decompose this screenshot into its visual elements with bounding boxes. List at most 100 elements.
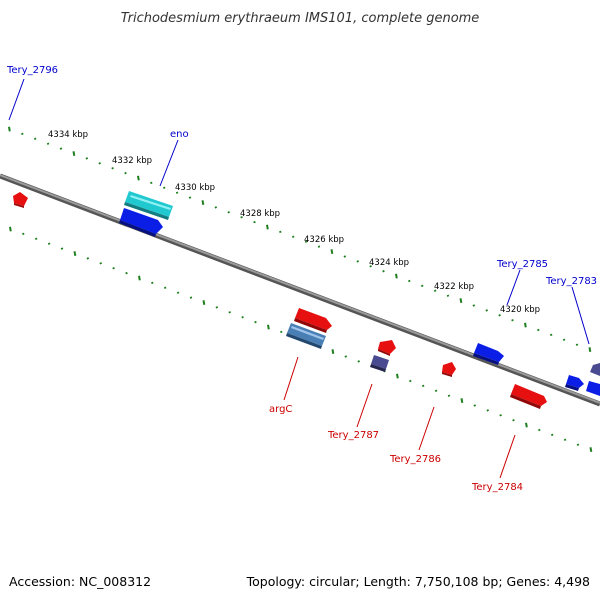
minor-tick bbox=[85, 157, 89, 160]
gene-label-argC[interactable]: argC bbox=[269, 404, 292, 415]
gene-label-Tery_2783[interactable]: Tery_2783 bbox=[545, 276, 597, 287]
minor-tick bbox=[60, 247, 64, 250]
gene-feature-Tery_2786[interactable] bbox=[442, 362, 456, 377]
scale-label: 4330 kbp bbox=[175, 183, 215, 193]
major-tick bbox=[460, 398, 464, 403]
major-tick bbox=[8, 126, 11, 132]
minor-tick bbox=[176, 291, 180, 294]
label-leader bbox=[571, 286, 590, 345]
major-tick bbox=[330, 249, 334, 254]
minor-tick bbox=[499, 414, 502, 417]
gene-label-Tery_2785[interactable]: Tery_2785 bbox=[496, 259, 548, 270]
major-tick bbox=[396, 373, 399, 379]
gene-feature[interactable] bbox=[13, 192, 28, 208]
label-leader bbox=[283, 356, 299, 401]
minor-tick bbox=[433, 289, 437, 293]
gene-feature[interactable] bbox=[378, 340, 396, 356]
forward-tick-row bbox=[8, 126, 592, 352]
minor-tick bbox=[537, 328, 540, 332]
gene-feature-Tery_2784[interactable] bbox=[510, 384, 547, 409]
reverse-gene-labels: argC Tery_2787 Tery_2786 Tery_2784 bbox=[269, 356, 523, 493]
minor-tick bbox=[150, 181, 153, 185]
major-tick bbox=[201, 200, 205, 205]
gene-feature-argC[interactable] bbox=[286, 323, 326, 349]
topology-text: Topology: circular; Length: 7,750,108 bp… bbox=[246, 574, 590, 589]
minor-tick bbox=[162, 186, 166, 190]
minor-tick bbox=[240, 215, 243, 219]
minor-tick bbox=[253, 220, 256, 224]
major-tick bbox=[73, 251, 77, 256]
minor-tick bbox=[409, 379, 412, 383]
minor-tick bbox=[511, 318, 514, 322]
minor-tick bbox=[420, 284, 424, 288]
gene-feature[interactable] bbox=[586, 381, 600, 396]
minor-tick bbox=[280, 330, 283, 334]
label-leader bbox=[506, 269, 521, 306]
gene-label-eno[interactable]: eno bbox=[170, 129, 189, 140]
gene-feature-Tery_2787[interactable] bbox=[370, 355, 389, 372]
minor-tick bbox=[22, 232, 25, 236]
label-leader bbox=[356, 383, 373, 428]
minor-tick bbox=[99, 262, 102, 265]
minor-tick bbox=[343, 255, 347, 258]
minor-tick bbox=[549, 333, 553, 337]
gene-feature-Tery_2783[interactable] bbox=[590, 363, 600, 376]
genome-backbone-highlight bbox=[0, 174, 600, 404]
gene-label-Tery_2787[interactable]: Tery_2787 bbox=[327, 430, 379, 441]
major-tick bbox=[459, 298, 463, 303]
minor-tick bbox=[241, 315, 244, 319]
minor-tick bbox=[304, 240, 308, 243]
major-tick bbox=[138, 275, 141, 281]
minor-tick bbox=[575, 343, 579, 346]
major-tick bbox=[524, 322, 527, 328]
minor-tick bbox=[21, 132, 24, 136]
minor-tick bbox=[357, 360, 360, 363]
gene-label-Tery_2796[interactable]: Tery_2796 bbox=[6, 65, 58, 76]
minor-tick bbox=[369, 265, 372, 268]
scale-label: 4322 kbp bbox=[434, 282, 474, 292]
gene-label-Tery_2786[interactable]: Tery_2786 bbox=[389, 454, 441, 465]
minor-tick bbox=[447, 394, 451, 397]
minor-tick bbox=[576, 443, 580, 446]
minor-tick bbox=[563, 438, 567, 442]
minor-tick bbox=[408, 279, 411, 283]
gene-feature-eno[interactable] bbox=[124, 191, 173, 220]
minor-tick bbox=[254, 320, 257, 324]
forward-gene-labels: Tery_2796 eno Tery_2785 Tery_2783 bbox=[6, 65, 597, 345]
label-leader bbox=[499, 434, 516, 479]
minor-tick bbox=[550, 433, 554, 437]
gene-feature[interactable] bbox=[565, 375, 584, 391]
major-tick bbox=[72, 151, 76, 156]
minor-tick bbox=[485, 309, 488, 312]
minor-tick bbox=[59, 147, 63, 150]
minor-tick bbox=[214, 206, 218, 209]
gene-feature[interactable] bbox=[119, 208, 163, 237]
minor-tick bbox=[215, 306, 219, 309]
minor-tick bbox=[512, 418, 515, 422]
scale-label: 4324 kbp bbox=[369, 258, 409, 268]
minor-tick bbox=[188, 196, 192, 199]
map-title: Trichodesmium erythraeum IMS101, complet… bbox=[121, 11, 480, 26]
minor-tick bbox=[486, 409, 489, 412]
scale-labels: 4334 kbp 4332 kbp 4330 kbp 4328 kbp 4326… bbox=[48, 130, 540, 315]
major-tick bbox=[202, 300, 206, 305]
major-tick bbox=[331, 349, 335, 354]
label-leader bbox=[159, 139, 179, 187]
major-tick bbox=[9, 226, 12, 232]
gene-label-Tery_2784[interactable]: Tery_2784 bbox=[471, 482, 523, 493]
minor-tick bbox=[291, 235, 295, 239]
minor-tick bbox=[356, 260, 359, 263]
minor-tick bbox=[47, 242, 51, 245]
gene-feature[interactable] bbox=[294, 308, 332, 333]
minor-tick bbox=[538, 428, 541, 432]
minor-tick bbox=[98, 162, 101, 165]
minor-tick bbox=[111, 166, 114, 170]
major-tick bbox=[267, 324, 270, 330]
gene-feature-Tery_2785[interactable] bbox=[473, 343, 504, 365]
scale-label: 4332 kbp bbox=[112, 156, 152, 166]
accession-text: Accession: NC_008312 bbox=[9, 574, 151, 589]
minor-tick bbox=[421, 384, 425, 388]
scale-label: 4326 kbp bbox=[304, 235, 344, 245]
minor-tick bbox=[473, 404, 477, 407]
major-tick bbox=[589, 447, 593, 452]
